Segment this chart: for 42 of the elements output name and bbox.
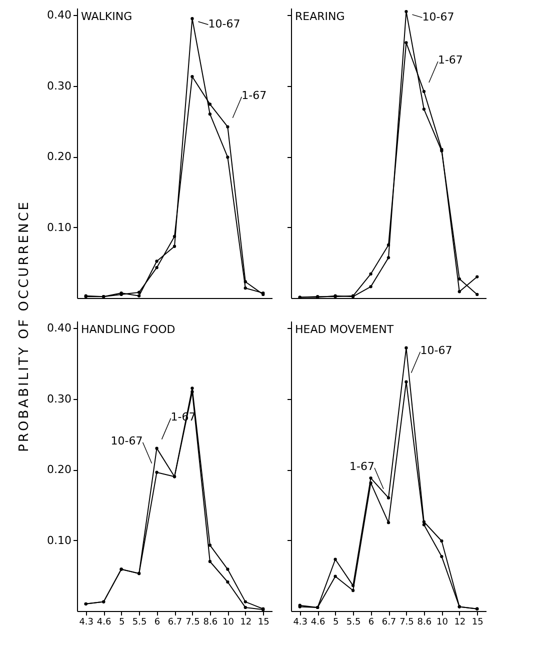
x-tick-label: 6 — [154, 618, 160, 628]
x-tick-label: 10 — [222, 618, 234, 628]
x-tick-label: 4.6 — [96, 618, 112, 628]
x-tick-label: 5 — [332, 618, 339, 628]
x-tick-label: 15 — [258, 618, 270, 628]
x-tick-label: 12 — [240, 618, 252, 628]
x-tick-label: 8.6 — [203, 618, 218, 628]
y-tick-label: 0.30 — [47, 392, 72, 406]
x-tick-label: 7.5 — [400, 618, 414, 628]
x-tick-label: 4.3 — [79, 618, 94, 628]
annotation: 10-67 — [420, 344, 452, 357]
chart-title: WALKING — [81, 10, 132, 23]
x-tick-label: 6.7 — [382, 618, 396, 628]
y-tick-label: 0.10 — [47, 220, 72, 234]
x-tick-label: 5 — [118, 618, 125, 628]
annotation: 10-67 — [110, 434, 143, 448]
y-tick-label: 0.10 — [47, 534, 72, 547]
annotation: 1-67 — [350, 460, 374, 473]
y-tick-label: 0.40 — [47, 322, 72, 335]
y-tick-label: 0.20 — [47, 150, 72, 164]
annotation: 1-67 — [438, 53, 463, 66]
x-tick-label: 4.6 — [310, 618, 326, 628]
y-axis-title: PROBABILITY OF OCCURRENCE — [16, 200, 32, 452]
y-tick-label: 0.40 — [47, 8, 72, 22]
x-tick-label: 5.5 — [346, 618, 361, 628]
x-tick-label: 10 — [436, 618, 448, 628]
x-tick-label: 12 — [454, 618, 466, 628]
x-tick-label: 5.5 — [132, 618, 147, 628]
y-tick-label: 0.30 — [47, 79, 72, 92]
annotation: 1-67 — [242, 88, 267, 102]
annotation: 10-67 — [208, 18, 240, 31]
x-tick-label: 8.6 — [417, 618, 432, 628]
chart-title: HEAD MOVEMENT — [295, 323, 394, 336]
annotation: 10-67 — [422, 10, 454, 24]
chart-title: REARING — [295, 10, 345, 23]
x-tick-label: 15 — [472, 618, 484, 628]
x-tick-label: 7.5 — [186, 618, 200, 628]
chart-title: HANDLING FOOD — [81, 323, 176, 336]
x-tick-label: 6.7 — [168, 618, 182, 628]
y-tick-label: 0.20 — [47, 463, 72, 476]
x-tick-label: 4.3 — [293, 618, 308, 628]
x-tick-label: 6 — [368, 618, 374, 628]
